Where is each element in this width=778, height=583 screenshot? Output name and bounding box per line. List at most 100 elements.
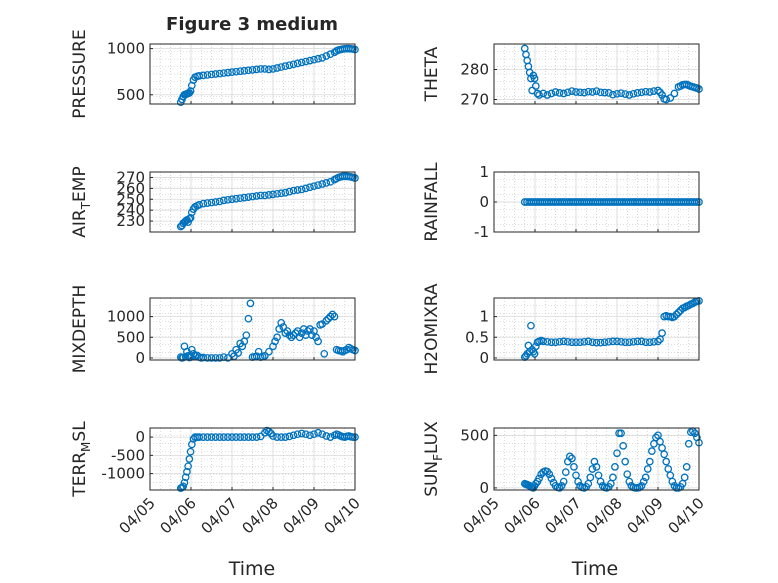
data-point [215,197,224,206]
data-point [326,50,335,59]
data-point [584,337,593,346]
data-point [186,213,195,222]
data-point [185,215,194,223]
data-point [570,463,578,471]
data-point [301,57,310,66]
axes-box [149,427,356,491]
data-point [647,447,656,455]
data-point [588,465,597,473]
data-point [297,429,306,438]
data-point [682,463,691,471]
subplot-mixdepth: 0 500 1000 MIXDEPTH [70,285,359,373]
data-point [539,337,548,346]
y-tick-label: 1 [479,308,489,326]
data-point [184,462,192,471]
data-point [531,82,540,90]
data-point [289,431,298,440]
data-point [277,189,286,198]
data-point [224,68,232,77]
data-point [211,354,220,362]
y-axis-label: PRESSURE [70,29,90,118]
data-point [269,432,277,440]
data-point [551,88,560,96]
data-point [613,337,621,346]
data-point [637,337,646,346]
data-point [252,65,261,74]
data-point [584,87,593,96]
data-point [617,89,625,98]
data-point [306,56,314,65]
y-axis-label: AIRTEMP [70,166,93,237]
data-point [203,199,212,207]
data-point [641,87,650,96]
y-tick-label: 280 [460,61,489,79]
data-point [320,349,329,358]
data-point [645,338,654,347]
data-point [211,70,220,78]
data-point [559,337,568,346]
data-point [654,86,662,95]
data-point [219,433,228,441]
data-point [641,473,650,482]
data-point [668,477,677,486]
data-point [181,473,190,482]
data-point [277,63,286,71]
data-point [232,67,240,76]
x-tick-label: 04/05 [460,494,503,537]
data-point [625,477,634,486]
data-point [565,452,574,461]
data-point [539,89,548,98]
axes-box [149,297,356,361]
data-point [310,430,318,439]
y-tick-label: 500 [116,328,145,346]
y-tick-label: 270 [116,168,145,186]
data-point [189,349,198,358]
data-point [306,183,314,192]
data-point [293,59,302,68]
data-point [576,88,584,97]
data-point [289,60,298,69]
data-point [187,345,196,354]
data-point [672,310,681,319]
data-point [207,198,216,207]
y-tick-label: 240 [116,201,145,219]
data-point [629,89,638,98]
data-point [273,64,281,72]
y-tick-label: -1 [474,223,489,241]
data-point [248,433,257,441]
data-point [637,88,646,97]
data-point [244,193,253,201]
data-point [592,338,601,347]
data-point [530,74,539,83]
data-point [613,89,621,98]
data-point [215,354,224,362]
data-point [326,177,335,186]
y-axis-label: RAINFALL [422,162,442,242]
data-point [326,312,335,321]
data-point [183,467,191,476]
data-point [244,433,253,441]
y-tick-label: 0 [135,428,145,446]
data-point [684,439,693,448]
data-point [312,333,320,342]
data-point [301,430,310,439]
data-point [330,312,339,321]
y-tick-label: 0 [479,349,489,367]
data-point [256,191,265,200]
data-point [535,91,543,99]
data-point [240,66,249,75]
data-point [260,65,269,73]
data-point [604,337,613,346]
x-axis-label-left: Time [228,558,276,580]
data-point [297,185,306,194]
data-point [289,186,298,195]
x-tick-label: 04/09 [624,494,667,537]
data-point [674,308,683,317]
data-point [547,474,556,483]
data-point [623,470,632,479]
data-point [219,196,228,205]
data-point [185,455,194,463]
y-tick-label: -500 [111,446,145,464]
